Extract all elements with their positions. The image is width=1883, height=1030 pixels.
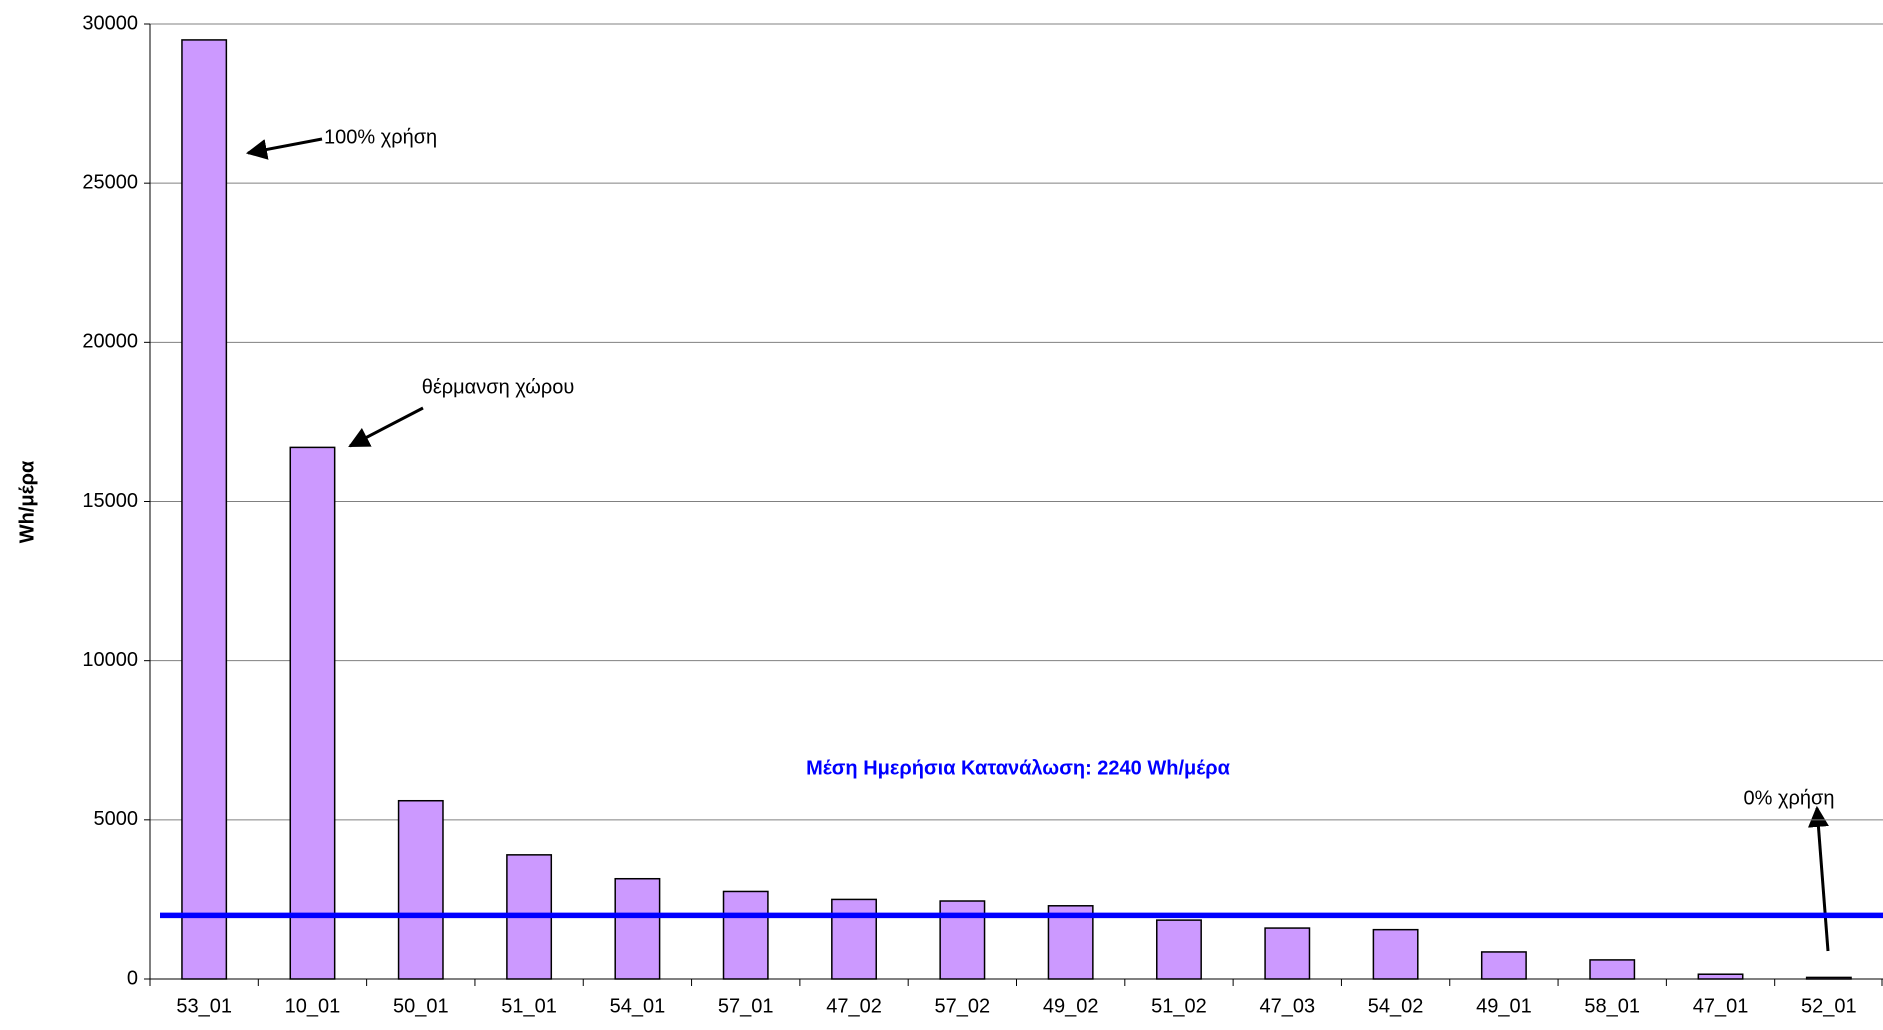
y-tick-label: 20000 bbox=[82, 331, 138, 353]
y-tick-label: 5000 bbox=[94, 808, 139, 830]
x-tick-label: 47_01 bbox=[1693, 995, 1749, 1017]
bar bbox=[397, 799, 444, 980]
annotation: 100% χρήση bbox=[324, 126, 437, 148]
x-tick-label: 49_01 bbox=[1476, 995, 1532, 1017]
bar bbox=[1589, 959, 1636, 980]
bar bbox=[289, 446, 336, 980]
x-tick-label: 52_01 bbox=[1801, 995, 1857, 1017]
annotation: 0% χρήση bbox=[1744, 787, 1835, 809]
x-tick-label: 54_02 bbox=[1368, 995, 1424, 1017]
bar bbox=[1697, 973, 1744, 980]
bar bbox=[722, 890, 769, 980]
bar bbox=[831, 898, 877, 980]
annotation-arrow bbox=[1807, 805, 1830, 952]
bar bbox=[1372, 928, 1419, 980]
x-tick-label: 47_02 bbox=[826, 995, 882, 1017]
y-tick-label: 15000 bbox=[82, 490, 138, 512]
annotation: Μέση Ημερήσια Κατανάλωση: 2240 Wh/μέρα bbox=[806, 757, 1231, 779]
y-tick-label: 25000 bbox=[82, 171, 138, 193]
x-tick-label: 53_01 bbox=[176, 995, 232, 1017]
bar bbox=[181, 39, 228, 980]
x-tick-label: 51_01 bbox=[501, 995, 557, 1017]
x-tick-label: 57_02 bbox=[935, 995, 991, 1017]
x-tick-label: 57_01 bbox=[718, 995, 774, 1017]
annotation-arrow bbox=[245, 137, 323, 160]
bar bbox=[1805, 976, 1852, 980]
bar bbox=[1264, 927, 1311, 980]
x-tick-label: 58_01 bbox=[1584, 995, 1640, 1017]
x-tick-label: 50_01 bbox=[393, 995, 449, 1017]
annotation-arrow bbox=[348, 406, 424, 448]
annotation: θέρμανση χώρου bbox=[422, 376, 575, 398]
y-tick-label: 30000 bbox=[82, 12, 138, 34]
bar bbox=[1480, 951, 1527, 980]
y-tick-label: 0 bbox=[127, 967, 138, 989]
bar bbox=[614, 877, 661, 980]
x-tick-label: 49_02 bbox=[1043, 995, 1099, 1017]
x-tick-label: 51_02 bbox=[1151, 995, 1207, 1017]
x-tick-label: 54_01 bbox=[610, 995, 666, 1017]
x-tick-label: 47_03 bbox=[1259, 995, 1315, 1017]
x-tick-label: 10_01 bbox=[285, 995, 341, 1017]
y-axis-label: Wh/μέρα bbox=[16, 460, 38, 543]
y-tick-label: 10000 bbox=[82, 649, 138, 671]
bar bbox=[1156, 919, 1202, 980]
